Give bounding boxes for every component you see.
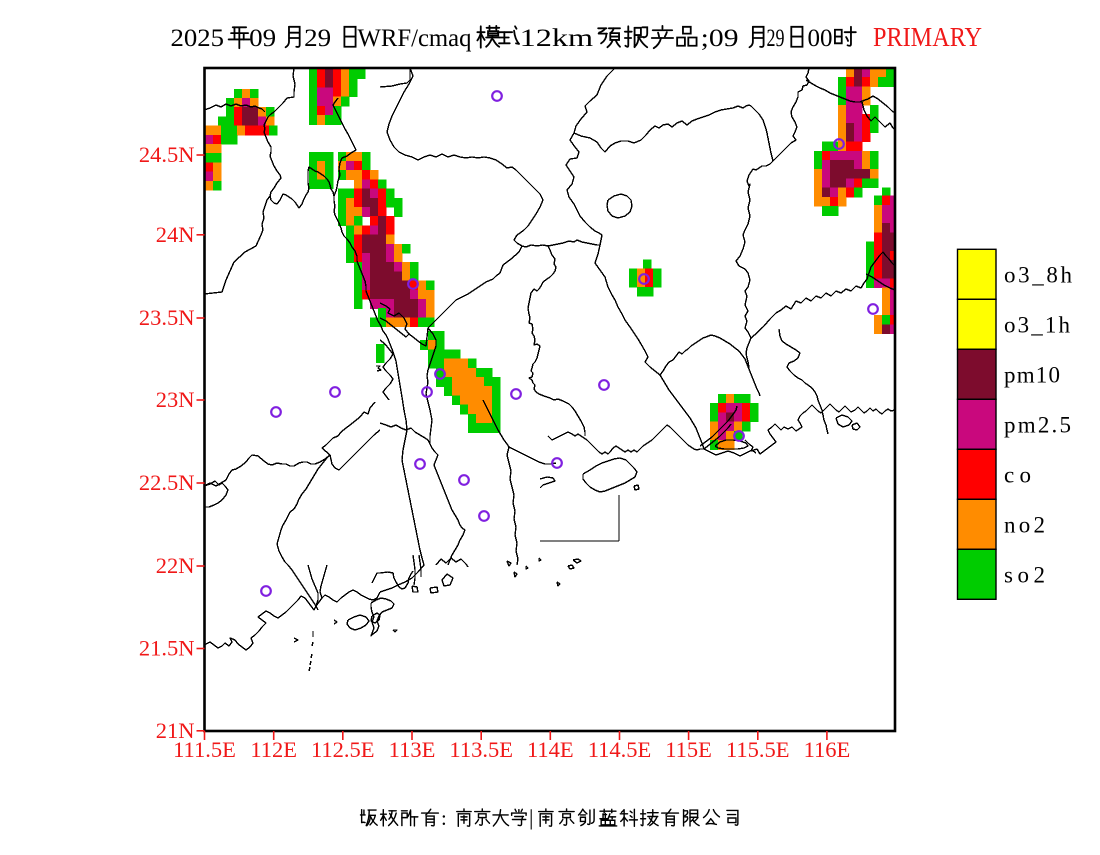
- svg-text:112.5E: 112.5E: [311, 737, 375, 762]
- svg-text:o3_1h: o3_1h: [1004, 312, 1071, 337]
- svg-text:113E: 113E: [389, 737, 436, 762]
- svg-text:no2: no2: [1004, 512, 1045, 537]
- svg-text:113.5E: 113.5E: [449, 737, 513, 762]
- svg-text:21.5N: 21.5N: [139, 636, 195, 661]
- svg-text:pm10: pm10: [1004, 362, 1060, 387]
- svg-text:o3_8h: o3_8h: [1004, 262, 1073, 287]
- svg-text:111.5E: 111.5E: [173, 737, 236, 762]
- svg-text:WRF/cmaq: WRF/cmaq: [358, 24, 472, 52]
- svg-text:so2: so2: [1004, 562, 1045, 587]
- svg-text:112E: 112E: [250, 737, 297, 762]
- svg-text:21N: 21N: [156, 718, 195, 743]
- svg-text:pm2.5: pm2.5: [1004, 412, 1071, 437]
- svg-text:PRIMARY: PRIMARY: [873, 22, 982, 52]
- svg-text:29: 29: [767, 24, 785, 52]
- svg-text:12km: 12km: [520, 24, 594, 52]
- svg-text::: :: [441, 808, 447, 830]
- svg-text:24.5N: 24.5N: [139, 142, 195, 167]
- svg-text:22N: 22N: [156, 553, 195, 578]
- svg-text:23.5N: 23.5N: [139, 305, 195, 330]
- svg-text:24N: 24N: [156, 222, 195, 247]
- svg-text:|: |: [529, 805, 533, 830]
- svg-text:116E: 116E: [804, 737, 851, 762]
- svg-text:115.5E: 115.5E: [726, 737, 790, 762]
- svg-text:;09: ;09: [701, 24, 739, 52]
- svg-text:29: 29: [304, 24, 331, 52]
- svg-text:22.5N: 22.5N: [139, 470, 195, 495]
- svg-text:23N: 23N: [156, 387, 195, 412]
- svg-text:09: 09: [249, 24, 276, 52]
- svg-text:114.5E: 114.5E: [588, 737, 652, 762]
- svg-text:00: 00: [808, 24, 833, 52]
- svg-text:115E: 115E: [665, 737, 712, 762]
- svg-text:114E: 114E: [527, 737, 574, 762]
- svg-text:2025: 2025: [171, 24, 225, 52]
